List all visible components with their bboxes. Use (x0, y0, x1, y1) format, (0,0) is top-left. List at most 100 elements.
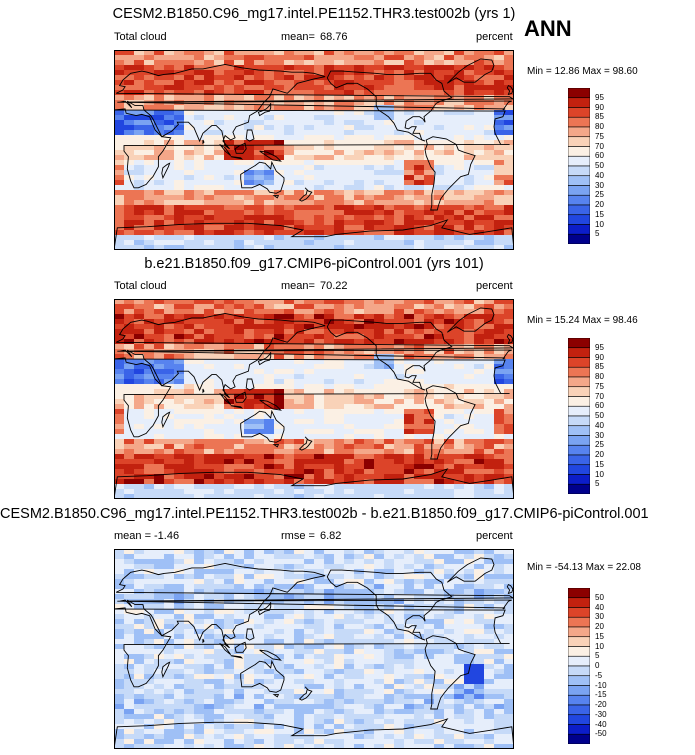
map-cell (424, 314, 435, 320)
map-cell (414, 444, 425, 450)
map-cell (204, 120, 215, 126)
map-cell (344, 574, 355, 580)
map-cell (344, 469, 355, 475)
map-cell (174, 679, 185, 685)
map-cell (284, 165, 295, 171)
map-cell (234, 95, 245, 101)
map-cell (194, 150, 205, 156)
map-cell (294, 614, 305, 620)
map-cell (444, 574, 455, 580)
map-cell (124, 469, 135, 475)
map-cell (174, 145, 185, 151)
map-cell (164, 110, 175, 116)
map-cell (194, 230, 205, 236)
map-cell (484, 679, 495, 685)
map-cell (254, 599, 265, 605)
map-cell (234, 419, 245, 425)
map-cell (194, 314, 205, 320)
colorbar-box (568, 338, 590, 349)
map-cell (134, 549, 145, 555)
map-cell (244, 195, 255, 201)
map-cell (244, 314, 255, 320)
map-cell (424, 319, 435, 325)
map-cell (324, 329, 335, 335)
map-cell (284, 629, 295, 635)
map-cell (184, 734, 195, 740)
map-cell (134, 334, 145, 340)
map-cell (464, 489, 475, 495)
map-cell (484, 594, 495, 600)
map-cell (114, 145, 125, 151)
map-cell (444, 245, 455, 250)
map-cell (234, 324, 245, 330)
map-cell (134, 225, 145, 231)
map-cell (414, 709, 425, 715)
map-cell (184, 130, 195, 136)
map-cell (114, 609, 125, 615)
map-cell (334, 334, 345, 340)
map-cell (374, 240, 385, 246)
map-cell (334, 70, 345, 76)
map-cell (484, 369, 495, 375)
map-cell (484, 150, 495, 156)
map-cell (404, 644, 415, 650)
map-cell (214, 369, 225, 375)
map-cell (364, 614, 375, 620)
panel-2-colorbar (568, 338, 590, 494)
map-cell (424, 240, 435, 246)
map-cell (214, 684, 225, 690)
map-cell (264, 200, 275, 206)
map-cell (234, 734, 245, 740)
map-cell (204, 319, 215, 325)
map-cell (384, 634, 395, 640)
map-cell (234, 484, 245, 490)
map-cell (504, 299, 514, 305)
map-cell (484, 65, 495, 71)
map-cell (264, 80, 275, 86)
map-cell (324, 744, 335, 749)
map-cell (224, 649, 235, 655)
map-cell (394, 349, 405, 355)
colorbar-tick-label: 20 (595, 450, 604, 459)
map-cell (254, 140, 265, 146)
map-cell (274, 175, 285, 181)
map-cell (194, 479, 205, 485)
map-cell (184, 165, 195, 171)
map-cell (484, 75, 495, 81)
map-cell (414, 245, 425, 250)
map-cell (494, 205, 505, 211)
map-cell (464, 424, 475, 430)
map-cell (444, 175, 455, 181)
map-cell (284, 589, 295, 595)
map-cell (334, 389, 345, 395)
map-cell (404, 245, 415, 250)
map-cell (504, 80, 514, 86)
map-cell (464, 479, 475, 485)
map-cell (164, 419, 175, 425)
map-cell (304, 314, 315, 320)
map-cell (284, 200, 295, 206)
map-cell (384, 404, 395, 410)
map-cell (414, 95, 425, 101)
map-cell (244, 369, 255, 375)
map-cell (324, 334, 335, 340)
map-cell (364, 489, 375, 495)
map-cell (424, 195, 435, 201)
map-cell (264, 609, 275, 615)
map-cell (244, 649, 255, 655)
map-cell (144, 240, 155, 246)
map-cell (264, 389, 275, 395)
map-cell (354, 160, 365, 166)
map-cell (414, 125, 425, 131)
map-cell (344, 714, 355, 720)
map-cell (324, 95, 335, 101)
map-cell (294, 225, 305, 231)
map-cell (184, 629, 195, 635)
colorbar-tick-label: 90 (595, 102, 604, 112)
map-cell (164, 664, 175, 670)
map-cell (134, 210, 145, 216)
map-cell (474, 594, 485, 600)
map-cell (434, 175, 445, 181)
map-cell (254, 185, 265, 191)
map-cell (124, 210, 135, 216)
